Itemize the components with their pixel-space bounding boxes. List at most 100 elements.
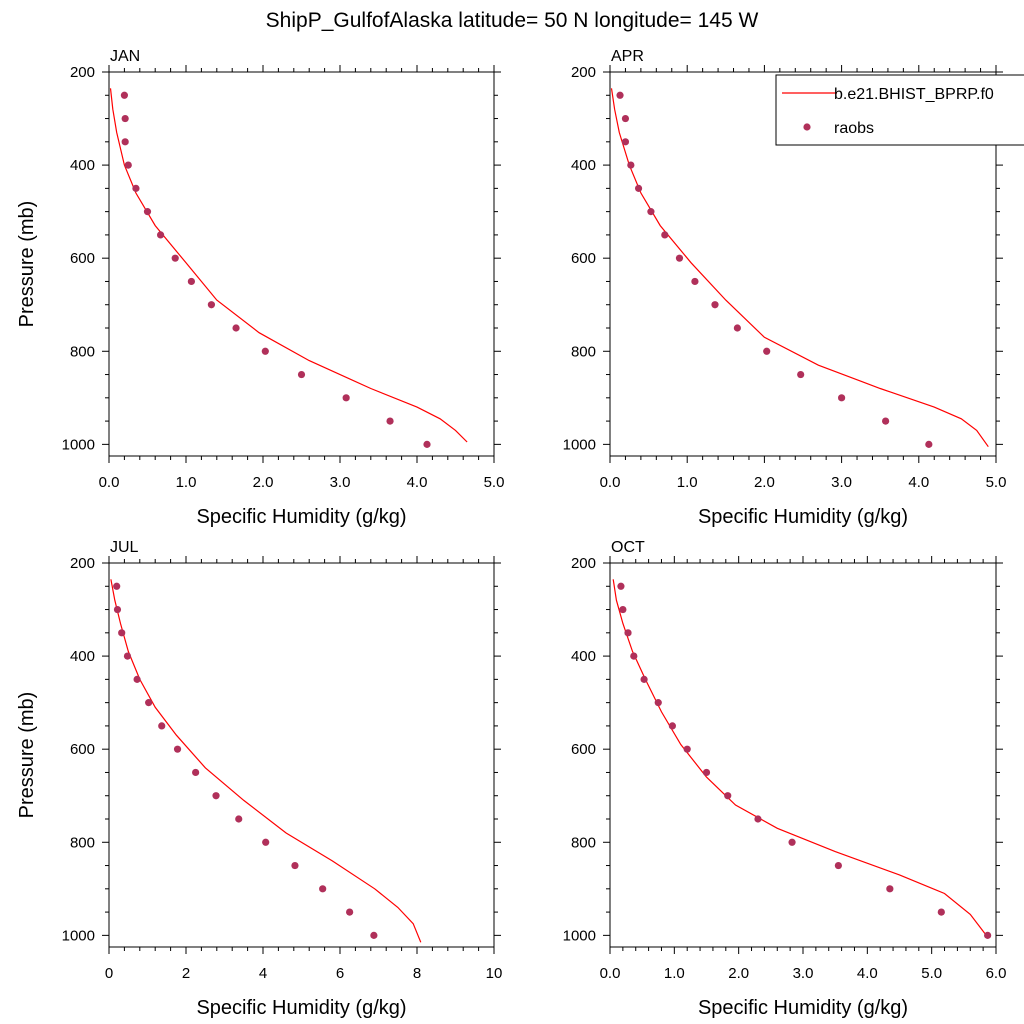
- raobs-point: [133, 675, 141, 683]
- plot-area: [612, 579, 992, 939]
- raobs-point: [617, 582, 625, 590]
- x-tick-label: 2.0: [253, 474, 274, 491]
- raobs-point: [187, 277, 195, 286]
- raobs-point: [886, 885, 894, 893]
- raobs-point: [640, 675, 648, 683]
- raobs-point: [192, 768, 200, 777]
- raobs-point: [158, 722, 166, 730]
- y-axis-label: Pressure (mb): [16, 692, 38, 819]
- y-tick-label: 200: [571, 555, 596, 572]
- legend-raobs-marker: [803, 123, 811, 131]
- y-tick-label: 400: [571, 157, 596, 174]
- figure-title: ShipP_GulfofAlaska latitude= 50 N longit…: [266, 9, 759, 32]
- raobs-point: [212, 792, 220, 800]
- plot-frame: [609, 71, 997, 457]
- raobs-point: [370, 931, 378, 939]
- raobs-point: [984, 931, 992, 939]
- raobs-point: [621, 138, 630, 146]
- x-tick-label: 3.0: [793, 965, 814, 982]
- legend-raobs-label: raobs: [834, 120, 874, 137]
- x-tick-label: 1.0: [677, 474, 698, 491]
- x-tick-label: 4.0: [407, 474, 428, 491]
- y-tick-label: 800: [70, 834, 95, 851]
- raobs-point: [691, 277, 699, 286]
- raobs-point: [113, 605, 122, 614]
- y-tick-label: 800: [70, 343, 95, 360]
- y-tick-label: 600: [571, 250, 596, 267]
- panel-title: JUL: [110, 539, 139, 556]
- y-tick-label: 200: [70, 64, 95, 81]
- raobs-point: [763, 347, 771, 355]
- raobs-point: [118, 629, 126, 637]
- model-line: [110, 579, 422, 943]
- raobs-point: [120, 91, 128, 99]
- raobs-point: [124, 161, 132, 169]
- raobs-point: [627, 161, 635, 169]
- y-tick-label: 1000: [62, 436, 95, 453]
- raobs-point: [123, 652, 132, 660]
- raobs-point: [925, 440, 933, 448]
- panel-title: JAN: [110, 48, 140, 65]
- x-tick-label: 10: [486, 965, 503, 982]
- raobs-point: [702, 768, 711, 777]
- panels: 0.0 1.0 2.0 3.0 4.0 5.0 200 400 600 800 1000 JAN Spe…: [16, 48, 1024, 1019]
- x-tick-label: 3.0: [330, 474, 351, 491]
- x-tick-label: 6: [336, 965, 344, 982]
- x-tick-label: 2.0: [728, 965, 749, 982]
- raobs-point: [621, 114, 630, 123]
- raobs-point: [143, 208, 152, 216]
- raobs-point: [661, 231, 669, 239]
- x-axis-label: Specific Humidity (g/kg): [698, 506, 908, 528]
- raobs-point: [113, 582, 121, 590]
- raobs-point: [711, 301, 719, 309]
- raobs-point: [619, 605, 627, 614]
- panel-jan: 0.0 1.0 2.0 3.0 4.0 5.0 200 400 600 800 1000 JAN Spe…: [16, 48, 504, 528]
- raobs-point: [262, 838, 270, 846]
- y-tick-label: 400: [571, 648, 596, 665]
- panel-title: APR: [611, 48, 644, 65]
- y-tick-label: 400: [70, 648, 95, 665]
- raobs-point: [838, 394, 846, 402]
- x-tick-label: 1.0: [176, 474, 197, 491]
- raobs-point: [173, 745, 182, 753]
- raobs-point: [207, 301, 216, 309]
- plot-area: [109, 88, 468, 448]
- raobs-point: [121, 114, 129, 123]
- raobs-point: [834, 861, 842, 870]
- raobs-point: [754, 815, 762, 823]
- plot-frame: [609, 562, 997, 948]
- y-tick-label: 800: [571, 834, 596, 851]
- y-tick-label: 600: [70, 741, 95, 758]
- raobs-point: [145, 699, 153, 707]
- raobs-point: [235, 815, 243, 823]
- x-tick-label: 2: [182, 965, 190, 982]
- raobs-point: [788, 838, 796, 846]
- raobs-point: [156, 231, 165, 239]
- raobs-point: [342, 394, 350, 402]
- y-tick-label: 1000: [62, 927, 95, 944]
- raobs-point: [733, 324, 741, 332]
- raobs-point: [423, 440, 431, 448]
- raobs-point: [121, 138, 129, 146]
- x-tick-label: 8: [413, 965, 421, 982]
- raobs-point: [171, 254, 179, 262]
- model-line: [612, 579, 987, 936]
- x-tick-label: 0.0: [99, 474, 120, 491]
- raobs-point: [386, 417, 394, 425]
- plot-area: [610, 88, 989, 448]
- raobs-point: [616, 91, 624, 99]
- x-tick-label: 4.0: [908, 474, 929, 491]
- plot-area: [110, 579, 422, 943]
- legend-model-label: b.e21.BHIST_BPRP.f0: [834, 86, 994, 103]
- panel-title: OCT: [611, 539, 645, 556]
- y-tick-label: 1000: [563, 927, 596, 944]
- raobs-point: [132, 184, 140, 192]
- x-axis-label: Specific Humidity (g/kg): [698, 997, 908, 1019]
- raobs-point: [797, 370, 805, 379]
- x-tick-label: 0.0: [600, 965, 621, 982]
- x-tick-label: 4: [259, 965, 267, 982]
- raobs-point: [291, 861, 299, 870]
- x-tick-label: 5.0: [986, 474, 1007, 491]
- x-tick-label: 6.0: [986, 965, 1007, 982]
